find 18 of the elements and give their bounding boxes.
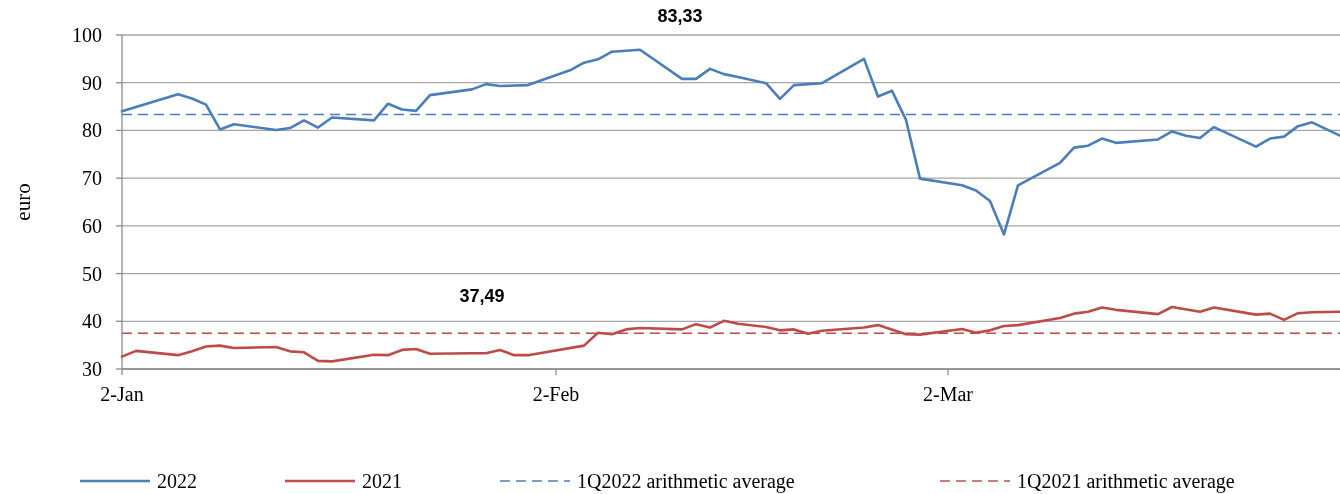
- y-tick-label: 90: [82, 71, 102, 94]
- x-tick-label: 2-Jan: [100, 383, 144, 405]
- text: 83,33: [657, 6, 703, 26]
- legend-label: 2022: [157, 470, 197, 492]
- y-tick-label: 100: [72, 24, 102, 46]
- legend-label: 1Q2022 arithmetic average: [577, 470, 795, 493]
- x-tick-label: 2-Feb: [532, 383, 580, 405]
- y-tick-label: 50: [82, 262, 102, 285]
- y-tick-label: 60: [82, 214, 102, 237]
- y-tick-label: 30: [82, 358, 102, 380]
- annotation: 37,49: [459, 286, 505, 306]
- y-tick-label: 40: [82, 310, 102, 333]
- x-tick-label: 2-Mar: [923, 383, 974, 405]
- legend-label: 1Q2021 arithmetic average: [1017, 470, 1235, 493]
- y-tick-label: 80: [82, 119, 102, 142]
- legend-label: 2021: [362, 470, 402, 492]
- y-axis-title: euro: [11, 183, 35, 221]
- y-tick-label: 70: [82, 167, 102, 190]
